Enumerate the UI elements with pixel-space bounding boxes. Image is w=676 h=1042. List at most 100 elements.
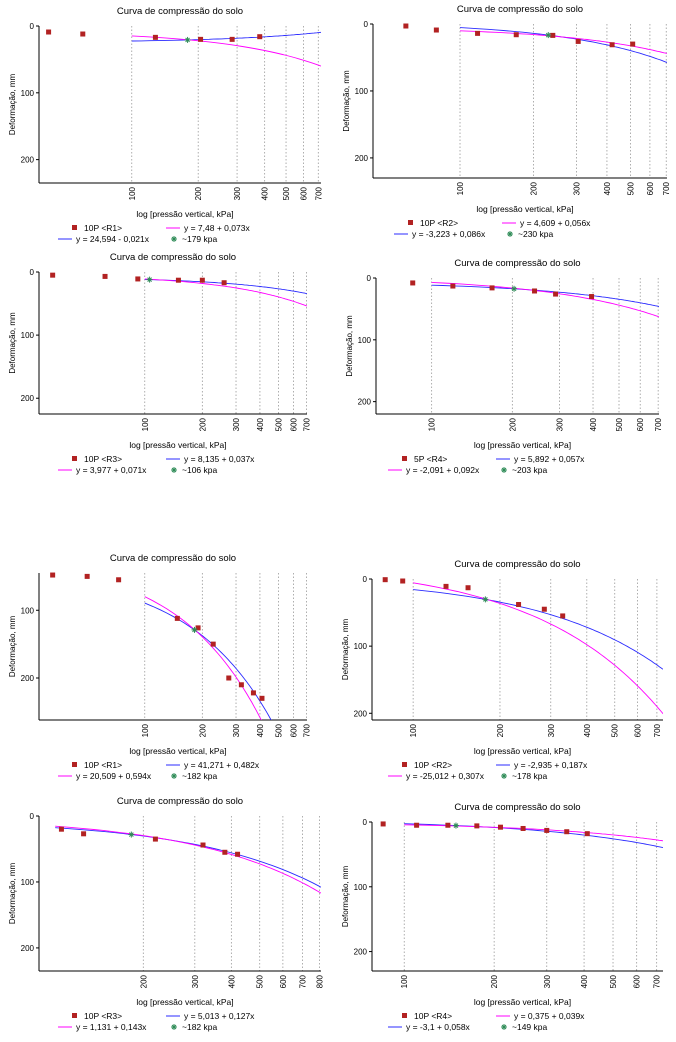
legend-estimate-marker bbox=[171, 773, 177, 779]
y-tick-label: 100 bbox=[21, 331, 35, 340]
x-tick-label: 400 bbox=[256, 723, 265, 737]
y-axis-label: Deformação, mm bbox=[8, 73, 17, 135]
y-axis-label: Deformação, mm bbox=[8, 862, 17, 924]
y-axis-label: Deformação, mm bbox=[8, 615, 17, 677]
legend: 5P <R4> y = 5,892 + 0,057x y = -2,091 + 0,… bbox=[388, 454, 585, 475]
legend-estimate-marker bbox=[171, 467, 177, 473]
data-point bbox=[575, 38, 581, 44]
data-point bbox=[50, 272, 56, 278]
x-tick-label: 500 bbox=[627, 181, 636, 195]
y-tick-label: 200 bbox=[354, 709, 368, 718]
y-tick-label: 0 bbox=[363, 818, 368, 827]
y-tick-label: 100 bbox=[358, 336, 372, 345]
chart-title: Curva de compressão do solo bbox=[457, 4, 583, 15]
estimate-marker bbox=[511, 285, 518, 292]
data-point bbox=[465, 585, 471, 591]
legend-estimate-label: ~106 kpa bbox=[182, 465, 217, 475]
data-point bbox=[609, 42, 615, 48]
estimate-marker bbox=[184, 36, 191, 43]
chart-panel: Curva de compressão do solo 100 200 300 400 5… bbox=[345, 258, 663, 475]
data-point bbox=[433, 27, 439, 33]
data-point bbox=[235, 851, 241, 857]
data-point bbox=[516, 602, 522, 608]
x-tick-label: 400 bbox=[589, 417, 598, 431]
legend-fit-label: y = 24,594 - 0,021x bbox=[76, 234, 150, 244]
x-tick-label: 700 bbox=[314, 186, 323, 200]
y-tick-label: 100 bbox=[355, 87, 369, 96]
x-tick-label: 200 bbox=[508, 417, 517, 431]
estimate-marker bbox=[146, 276, 153, 283]
data-point bbox=[474, 823, 480, 829]
data-point bbox=[152, 836, 158, 842]
x-tick-label: 500 bbox=[274, 417, 283, 431]
x-tick-label: 500 bbox=[609, 974, 618, 988]
data-point bbox=[175, 277, 181, 283]
data-point bbox=[221, 280, 227, 286]
x-tick-label: 700 bbox=[302, 417, 311, 431]
y-axis-label: Deformação, mm bbox=[341, 865, 350, 927]
x-tick-label: 700 bbox=[298, 974, 307, 988]
data-point bbox=[400, 578, 406, 584]
chart-title: Curva de compressão do solo bbox=[454, 258, 580, 269]
y-tick-label: 100 bbox=[354, 642, 368, 651]
x-tick-label: 600 bbox=[636, 417, 645, 431]
data-point bbox=[195, 625, 201, 631]
x-tick-label: 600 bbox=[646, 181, 655, 195]
x-tick-label: 300 bbox=[572, 181, 581, 195]
fit-curves bbox=[431, 281, 659, 318]
estimate-marker bbox=[191, 626, 198, 633]
legend-series-name: 10P <R1> bbox=[84, 760, 122, 770]
data-point bbox=[250, 690, 256, 696]
legend-point-marker bbox=[408, 220, 413, 225]
fit-curves bbox=[55, 825, 321, 894]
data-point bbox=[445, 822, 451, 828]
x-tick-label: 100 bbox=[400, 974, 409, 988]
y-tick-label: 0 bbox=[367, 274, 372, 283]
x-tick-label: 300 bbox=[233, 186, 242, 200]
chart-title: Curva de compressão do solo bbox=[117, 6, 243, 17]
data-point bbox=[198, 36, 204, 42]
blue-fit-line bbox=[131, 31, 321, 42]
x-tick-label: 300 bbox=[232, 417, 241, 431]
chart-title: Curva de compressão do solo bbox=[454, 802, 580, 813]
legend-estimate-label: ~149 kpa bbox=[512, 1022, 547, 1032]
legend-estimate-label: ~230 kpa bbox=[518, 229, 553, 239]
data-point bbox=[238, 682, 244, 688]
x-tick-label: 600 bbox=[279, 974, 288, 988]
data-point bbox=[403, 23, 409, 29]
x-tick-label: 600 bbox=[290, 723, 299, 737]
y-tick-label: 0 bbox=[30, 268, 35, 277]
x-tick-label: 600 bbox=[633, 974, 642, 988]
x-tick-label: 500 bbox=[615, 417, 624, 431]
data-point bbox=[58, 826, 64, 832]
legend-fit-label: y = 3,977 + 0,071x bbox=[76, 465, 147, 475]
x-tick-label: 300 bbox=[191, 974, 200, 988]
y-axis-label: Deformação, mm bbox=[341, 618, 350, 680]
x-axis-label: log [pressão vertical, kPa] bbox=[474, 440, 571, 450]
data-point bbox=[152, 34, 158, 40]
legend-estimate-marker bbox=[507, 231, 513, 237]
x-tick-label: 600 bbox=[634, 723, 643, 737]
blue-fit-line bbox=[431, 284, 659, 307]
legend-estimate-marker bbox=[171, 1024, 177, 1030]
data-point bbox=[229, 36, 235, 42]
estimate-marker bbox=[545, 32, 552, 39]
x-tick-label: 300 bbox=[232, 723, 241, 737]
y-axis-label: Deformação, mm bbox=[8, 312, 17, 374]
data-point bbox=[520, 825, 526, 831]
data-point bbox=[200, 842, 206, 848]
data-point bbox=[550, 32, 556, 38]
legend-fit-label: y = -25,012 + 0,307x bbox=[406, 771, 485, 781]
legend-estimate-label: ~203 kpa bbox=[512, 465, 547, 475]
x-tick-label: 700 bbox=[653, 723, 662, 737]
legend-series-name: 10P <R2> bbox=[414, 760, 452, 770]
data-point bbox=[222, 849, 228, 855]
legend: 10P <R3> y = 5,013 + 0,127x y = 1,131 + 0,… bbox=[58, 1011, 255, 1032]
data-point bbox=[380, 821, 386, 827]
data-point bbox=[81, 831, 87, 837]
blue-fit-line bbox=[413, 589, 663, 670]
data-point bbox=[84, 573, 90, 579]
y-axis-label: Deformação, mm bbox=[342, 70, 351, 132]
magenta-fit-line bbox=[413, 582, 663, 714]
data-point bbox=[135, 276, 141, 282]
